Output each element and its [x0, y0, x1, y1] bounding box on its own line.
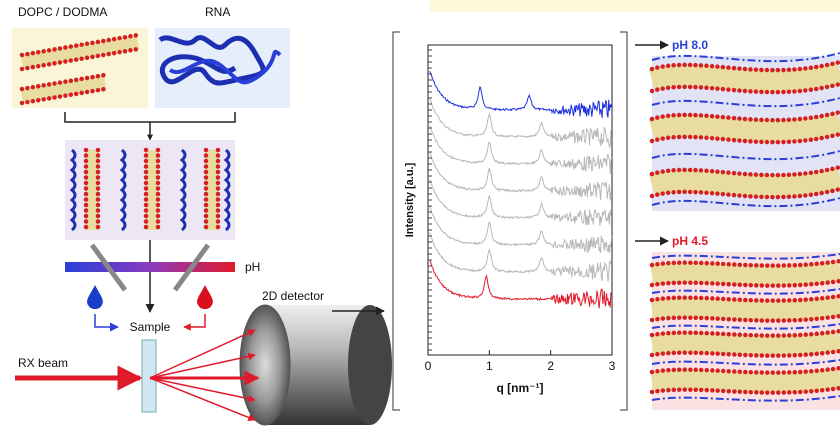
top-strip — [430, 0, 840, 12]
rna-strand — [651, 359, 840, 366]
curve — [429, 205, 613, 254]
rna-strand — [651, 288, 840, 295]
lipoplex — [69, 147, 231, 233]
detector-back — [348, 305, 392, 425]
curve — [429, 71, 613, 118]
x-axis-label: q [nm⁻¹] — [497, 381, 544, 395]
head-row — [649, 365, 840, 375]
lamellar-phase — [648, 52, 840, 402]
rna-strand — [69, 148, 77, 232]
bilayer-core — [650, 261, 840, 286]
curve — [429, 152, 613, 201]
head-row — [649, 59, 840, 73]
bilayer-core — [650, 296, 840, 321]
scattered-beams — [149, 329, 260, 421]
bilayer-core — [20, 35, 140, 69]
lipid-bilayers — [19, 32, 141, 106]
rna-strand — [651, 395, 840, 402]
curve — [429, 125, 613, 175]
arrow — [94, 314, 119, 332]
detector-face — [239, 304, 291, 426]
rna-label: RNA — [205, 5, 230, 19]
beam — [149, 377, 256, 421]
ph-label: pH — [245, 260, 260, 274]
rna-strand — [179, 148, 187, 232]
x-axis: 0 1 2 3 — [425, 49, 616, 373]
beam — [149, 329, 256, 379]
x-tick-label: 2 — [547, 359, 554, 373]
rna-strand — [119, 148, 127, 232]
head-row — [649, 258, 840, 268]
beam — [149, 377, 256, 403]
panel-label: pH 4.5 — [672, 234, 708, 248]
bilayer-core — [650, 368, 840, 393]
arrow — [183, 314, 206, 331]
head-row — [649, 164, 840, 178]
x-tick-label: 0 — [425, 359, 432, 373]
rna-strand — [651, 253, 840, 260]
detector-label: 2D detector — [262, 289, 324, 303]
head-row — [649, 348, 840, 358]
bilayer-core — [20, 75, 107, 103]
head-row — [649, 186, 840, 200]
curve — [429, 260, 613, 309]
head-row — [649, 293, 840, 303]
rna-strand — [158, 35, 266, 86]
head-row — [649, 385, 840, 395]
plot-frame — [427, 44, 613, 356]
beam-label: RX beam — [18, 356, 68, 370]
head-row — [649, 81, 840, 95]
rna-strand — [223, 148, 231, 232]
rna-strand — [651, 150, 840, 161]
rna-strand — [651, 323, 840, 330]
ph-bar — [65, 262, 235, 272]
lipid-label: DOPC / DODMA — [18, 5, 107, 19]
head-row — [649, 131, 840, 145]
beam — [149, 352, 256, 379]
head-row — [19, 72, 108, 92]
bilayer-core — [648, 62, 840, 93]
head-row — [649, 313, 840, 323]
head-row — [649, 109, 840, 123]
head-row — [649, 278, 840, 288]
curve — [429, 232, 612, 282]
bilayer-core — [648, 112, 840, 143]
bracket — [392, 31, 628, 411]
head-row — [19, 86, 108, 106]
rna-strand — [651, 52, 840, 63]
pipette — [172, 243, 211, 292]
head-row — [649, 328, 840, 338]
curve — [429, 98, 613, 149]
bilayer-core — [650, 331, 840, 356]
rna-strand — [168, 49, 282, 85]
panel-label: pH 8.0 — [672, 38, 708, 52]
pipette — [89, 243, 128, 292]
head-row — [19, 32, 141, 58]
curve — [429, 179, 613, 226]
sample-label: Sample — [130, 320, 171, 334]
head-row — [19, 46, 141, 72]
x-tick-label: 3 — [609, 359, 616, 373]
rna-strand — [651, 197, 840, 208]
drop-base — [87, 285, 103, 310]
drop-acid — [197, 285, 213, 310]
rna-strand — [651, 97, 840, 108]
y-axis-label: Intensity [a.u.] — [404, 162, 416, 237]
bilayer-core — [648, 167, 840, 198]
saxs-curves — [429, 71, 613, 309]
x-tick-label: 1 — [486, 359, 493, 373]
